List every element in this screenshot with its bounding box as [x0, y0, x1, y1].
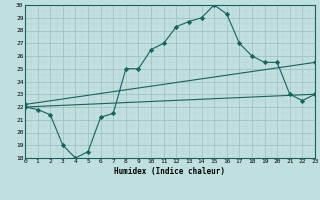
X-axis label: Humidex (Indice chaleur): Humidex (Indice chaleur) [115, 167, 226, 176]
